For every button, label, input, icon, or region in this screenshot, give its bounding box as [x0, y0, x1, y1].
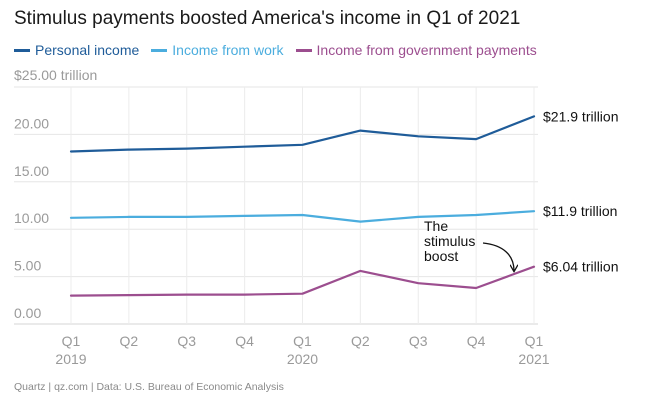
x-tick-label: Q3: [177, 333, 196, 349]
end-label-0: $21.9 trillion: [543, 108, 619, 124]
legend-item-government-payments: Income from government payments: [295, 42, 537, 58]
end-label-1: $11.9 trillion: [543, 203, 617, 219]
annotation-text: boost: [424, 248, 458, 264]
series-line-2: [69, 265, 536, 297]
x-tick-label: Q1: [525, 333, 544, 349]
x-tick-year-label: 2019: [55, 351, 86, 367]
x-tick-year-label: 2020: [287, 351, 318, 367]
y-tick-label: 20.00: [14, 115, 49, 131]
annotation-arrow: [482, 242, 514, 271]
legend-label-government-payments: Income from government payments: [316, 42, 537, 58]
y-tick-label: 0.00: [14, 305, 41, 321]
legend-item-income-from-work: Income from work: [151, 42, 284, 58]
annotation-text: stimulus: [424, 233, 475, 249]
source-note: Quartz | qz.com | Data: U.S. Bureau of E…: [14, 381, 284, 393]
x-tick-year-label: 2021: [518, 351, 549, 367]
x-tick-label: Q1: [62, 333, 81, 349]
end-label-2: $6.04 trillion: [543, 259, 619, 275]
series-line-0: [69, 115, 536, 153]
legend-swatch-income-from-work: [151, 48, 168, 52]
x-tick-label: Q4: [235, 333, 254, 349]
legend-label-income-from-work: Income from work: [172, 42, 284, 58]
x-tick-label: Q3: [409, 333, 428, 349]
y-unit-label: $25.00 trillion: [14, 67, 97, 83]
chart-title: Stimulus payments boosted America's inco…: [14, 8, 521, 29]
annotation-text: The: [424, 218, 448, 234]
legend-swatch-personal-income: [14, 48, 30, 52]
y-tick-label: 10.00: [14, 210, 49, 226]
legend: Personal income Income from work Income …: [14, 42, 549, 58]
x-tick-label: Q4: [467, 333, 486, 349]
y-tick-label: 5.00: [14, 258, 41, 274]
legend-item-personal-income: Personal income: [14, 42, 139, 58]
x-tick-label: Q2: [120, 333, 139, 349]
series-line-1: [69, 210, 536, 223]
legend-label-personal-income: Personal income: [35, 42, 140, 58]
x-tick-label: Q2: [351, 333, 370, 349]
x-tick-label: Q1: [293, 333, 312, 349]
legend-swatch-government-payments: [295, 48, 312, 52]
y-tick-label: 15.00: [14, 163, 49, 179]
